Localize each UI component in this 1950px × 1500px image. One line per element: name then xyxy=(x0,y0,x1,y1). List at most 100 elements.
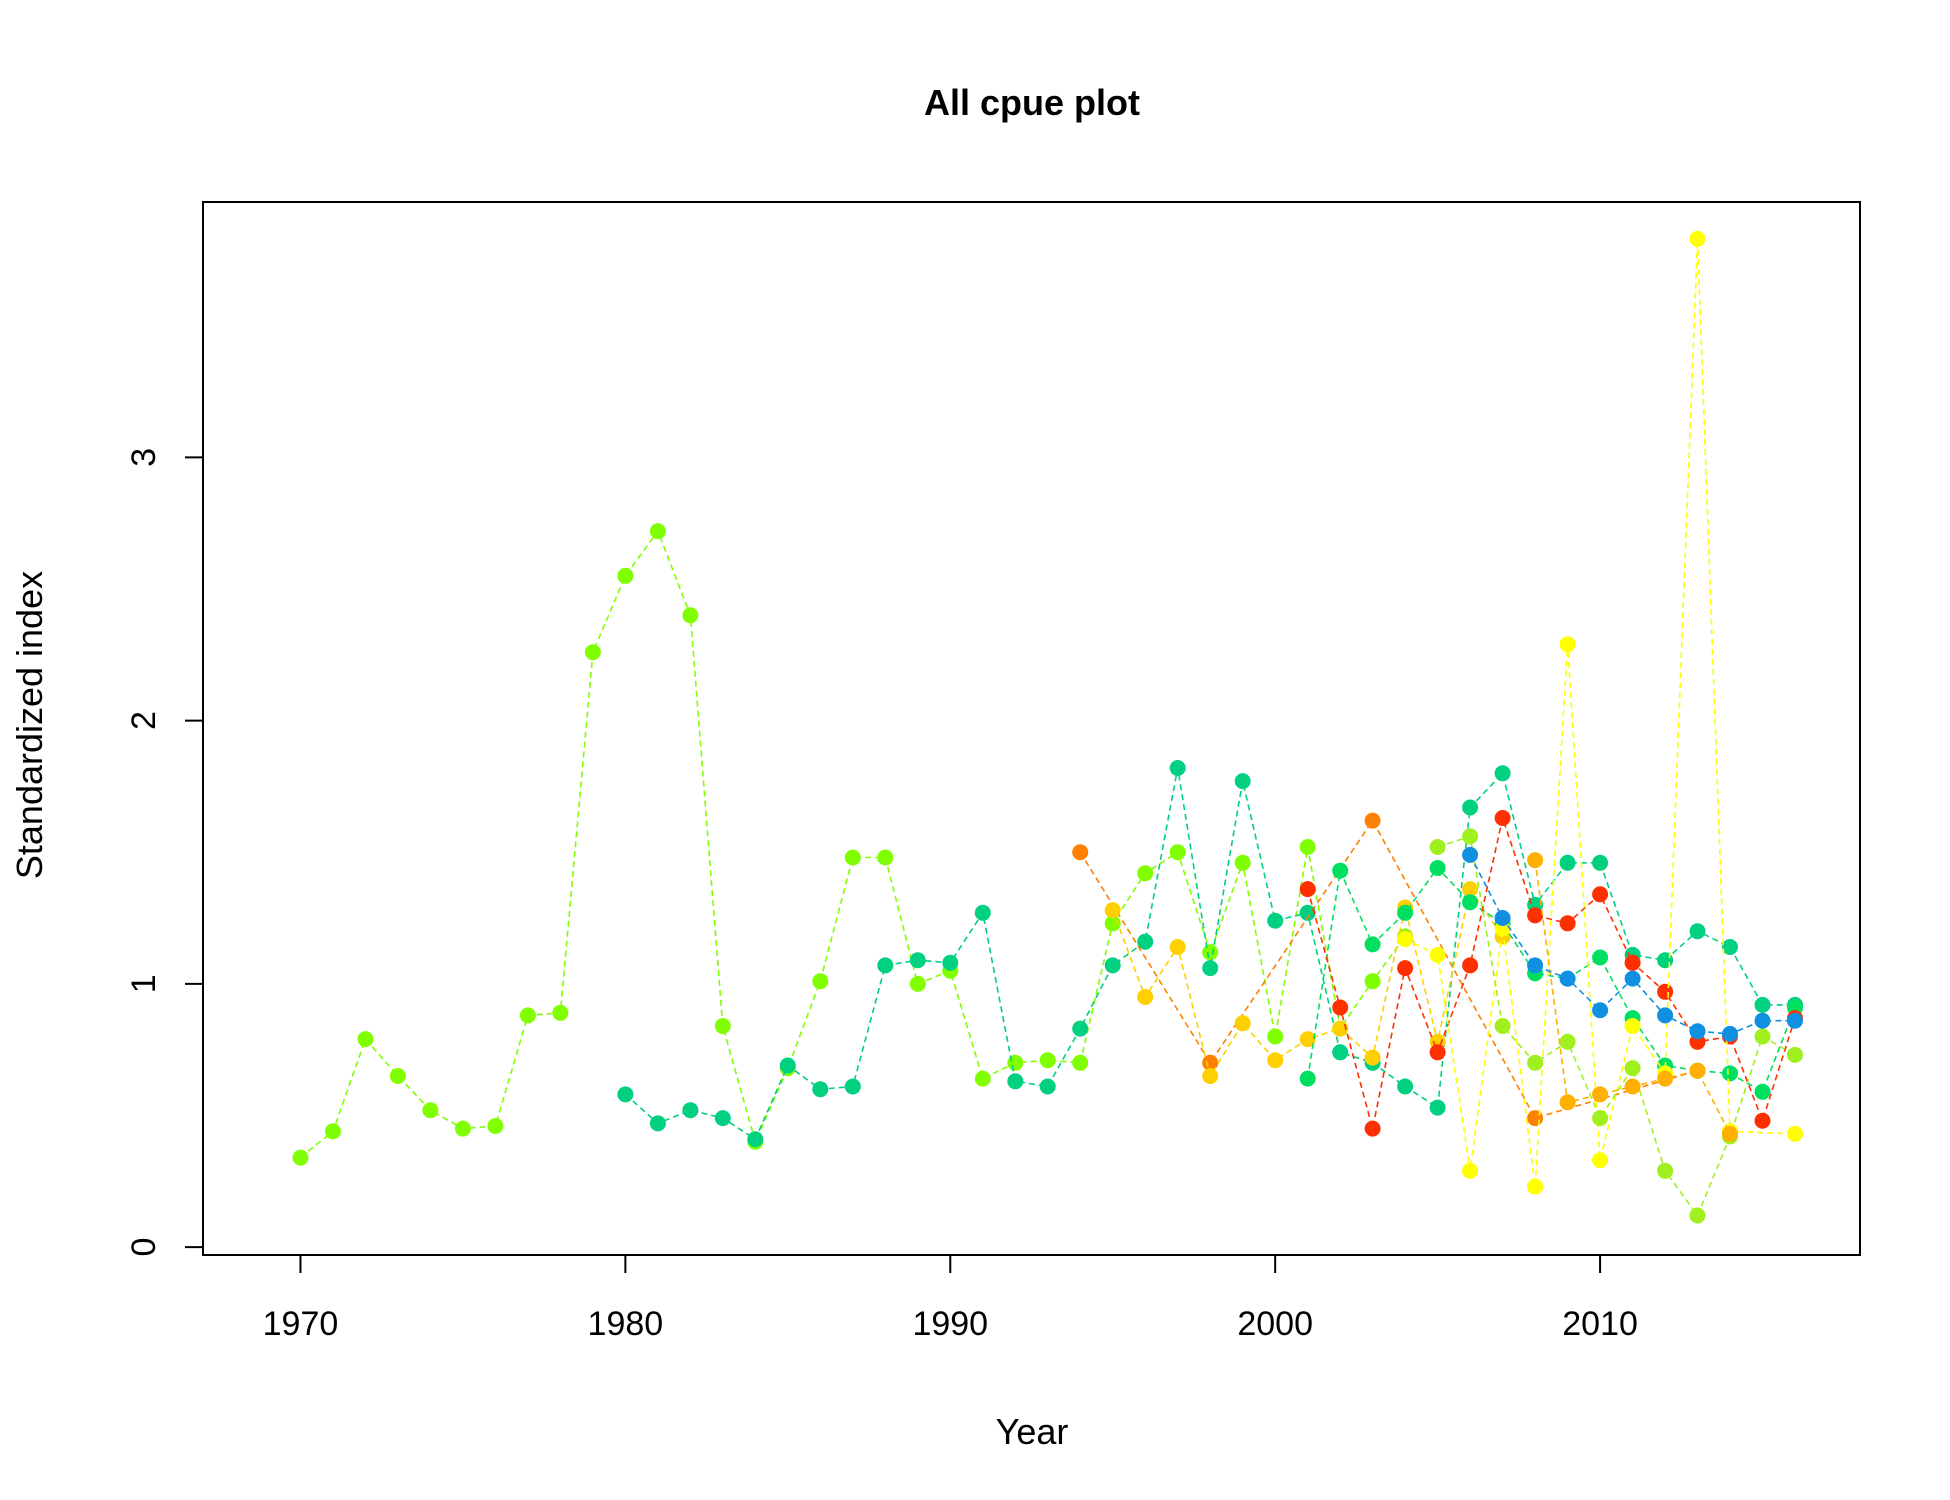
data-point xyxy=(454,1120,471,1137)
data-point xyxy=(1169,760,1186,776)
data-point xyxy=(1462,828,1479,845)
data-point xyxy=(1592,949,1609,966)
data-point xyxy=(1494,765,1511,782)
series-line xyxy=(299,529,1406,1159)
data-point xyxy=(1397,904,1414,921)
data-point xyxy=(1169,939,1186,955)
data-point xyxy=(844,1078,861,1095)
data-point xyxy=(1332,1044,1349,1061)
data-point xyxy=(1722,1125,1738,1142)
data-point xyxy=(1754,1012,1771,1029)
data-point xyxy=(1787,1125,1803,1142)
data-point xyxy=(909,975,926,992)
data-point xyxy=(974,904,991,921)
data-point xyxy=(1787,1046,1803,1063)
data-point xyxy=(1332,862,1349,879)
data-point xyxy=(844,849,861,866)
data-point xyxy=(1137,933,1154,950)
series-line xyxy=(1079,819,1698,1120)
y-axis-label: Standardized index xyxy=(9,571,50,879)
data-point xyxy=(1559,1094,1576,1111)
series-3 xyxy=(1072,812,1706,1127)
series-line xyxy=(1437,835,1796,1218)
data-point xyxy=(1657,983,1674,1000)
chart-title: All cpue plot xyxy=(924,82,1140,123)
data-point xyxy=(1234,773,1251,790)
data-point xyxy=(1689,1023,1706,1040)
data-point xyxy=(877,957,894,974)
data-point xyxy=(1299,1031,1316,1048)
data-point xyxy=(1462,1162,1479,1179)
data-point xyxy=(1559,854,1576,871)
data-point xyxy=(1462,894,1479,911)
data-point xyxy=(1559,636,1576,653)
data-point xyxy=(1592,854,1609,871)
data-point xyxy=(1267,912,1284,929)
data-point xyxy=(1624,1018,1641,1034)
data-point xyxy=(877,849,894,866)
data-point xyxy=(1592,1086,1609,1103)
data-point xyxy=(1592,1110,1609,1127)
data-point xyxy=(357,1031,374,1048)
data-point xyxy=(1137,989,1154,1005)
data-point xyxy=(1624,1078,1641,1095)
data-point xyxy=(1364,936,1381,953)
data-point xyxy=(487,1118,504,1134)
data-point xyxy=(942,954,959,971)
data-point xyxy=(1299,881,1316,898)
data-point xyxy=(1072,1054,1089,1071)
data-point xyxy=(1754,1083,1771,1100)
data-point xyxy=(1429,839,1446,855)
x-axis: 1970 1980 1990 2000 2010 xyxy=(263,1254,1638,1343)
data-point xyxy=(1624,1060,1641,1077)
data-point xyxy=(1559,1033,1576,1050)
data-point xyxy=(1462,846,1479,863)
data-point xyxy=(519,1007,536,1024)
data-point xyxy=(1332,999,1349,1016)
series-1 xyxy=(292,523,1414,1166)
data-point xyxy=(1364,812,1381,829)
data-point xyxy=(1462,799,1479,816)
data-point xyxy=(1494,910,1511,926)
data-point xyxy=(292,1149,309,1166)
data-point xyxy=(1007,1054,1024,1071)
data-point xyxy=(1364,1049,1381,1066)
data-point xyxy=(682,607,699,624)
data-point xyxy=(1234,854,1251,871)
data-point xyxy=(1592,886,1609,903)
y-tick-label: 3 xyxy=(125,448,163,467)
data-point xyxy=(1494,810,1511,826)
data-point xyxy=(325,1123,341,1140)
data-point xyxy=(1559,915,1576,932)
data-point xyxy=(1429,946,1446,963)
data-point xyxy=(1494,1018,1511,1034)
y-tick-label: 1 xyxy=(125,974,163,993)
data-point xyxy=(909,952,926,969)
data-point xyxy=(1689,230,1706,247)
data-point xyxy=(1429,860,1446,876)
data-point xyxy=(584,644,601,661)
data-point xyxy=(1657,1007,1674,1024)
data-point xyxy=(1267,1052,1284,1069)
y-axis: 0 1 2 3 xyxy=(125,448,204,1257)
data-point xyxy=(617,1086,634,1103)
data-point xyxy=(1527,957,1544,974)
data-point xyxy=(1559,970,1576,987)
data-point xyxy=(1299,1070,1316,1087)
data-point xyxy=(1657,1070,1674,1087)
data-point xyxy=(1202,1054,1219,1071)
data-point xyxy=(1787,1012,1803,1029)
data-point xyxy=(1527,852,1544,869)
data-point xyxy=(1397,960,1414,977)
data-point xyxy=(1202,960,1219,977)
data-point xyxy=(1104,957,1121,974)
series-10 xyxy=(1462,846,1803,1042)
data-point xyxy=(617,567,634,584)
data-point xyxy=(779,1057,796,1074)
x-tick-label: 1980 xyxy=(588,1305,664,1343)
data-point xyxy=(1234,1015,1251,1032)
data-point xyxy=(1104,902,1121,919)
data-point xyxy=(1364,973,1381,990)
data-point xyxy=(1462,957,1479,974)
